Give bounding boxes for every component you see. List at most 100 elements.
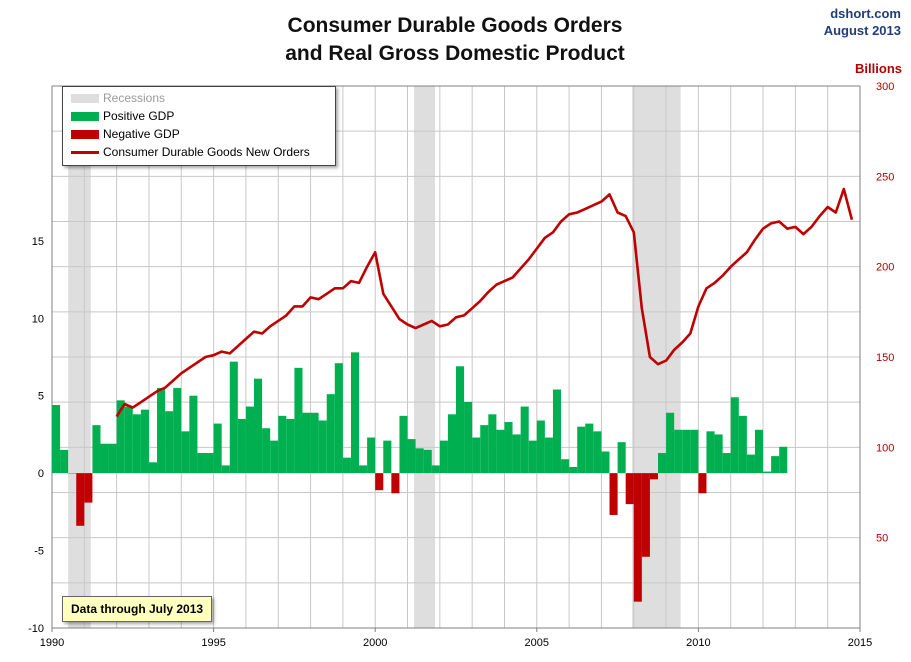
gdp-bar-positive [407, 439, 416, 474]
gdp-bar-positive [488, 414, 497, 474]
plot-border [51, 85, 861, 629]
x-tick-label: 2000 [363, 637, 387, 649]
legend-label-orders: Consumer Durable Goods New Orders [103, 145, 310, 159]
gdp-bar-positive [399, 415, 408, 474]
gdp-bar-positive [714, 434, 723, 474]
gdp-bar-positive [706, 431, 715, 474]
right-tick-label: 200 [876, 262, 894, 274]
legend-item-negative-gdp: Negative GDP [71, 126, 180, 142]
gdp-bar-positive [690, 429, 699, 474]
gdp-bar-positive [528, 440, 537, 474]
right-axis-units: Billions [855, 61, 902, 76]
gdp-bar-positive [52, 405, 61, 474]
gdp-bar-positive [148, 462, 158, 474]
gdp-bar-positive [561, 459, 570, 474]
legend-item-orders: Consumer Durable Goods New Orders [71, 144, 310, 160]
legend-label-positive-gdp: Positive GDP [103, 109, 175, 123]
legend-item-positive-gdp: Positive GDP [71, 108, 174, 124]
gdp-bar-positive [278, 415, 287, 474]
x-tick-label: 1995 [201, 637, 225, 649]
gdp-bar-positive [423, 449, 432, 474]
gdp-bar-positive [674, 429, 683, 474]
gdp-bar-positive [342, 457, 351, 474]
gdp-bar-positive [213, 423, 222, 474]
gdp-bar-positive [431, 465, 440, 474]
chart-title-line2: and Real Gross Domestic Product [285, 42, 625, 65]
gdp-bar-positive [108, 443, 117, 474]
date-label: August 2013 [823, 23, 901, 38]
negative-gdp-swatch [71, 129, 99, 139]
gdp-bar-positive [165, 411, 174, 474]
gdp-bar-negative [391, 473, 400, 494]
legend-label-recessions: Recessions [103, 91, 166, 105]
gdp-bar-positive [350, 352, 360, 474]
gdp-bar-positive [294, 367, 303, 474]
gdp-bar-positive [617, 442, 626, 474]
x-tick-label: 2010 [686, 637, 710, 649]
gdp-bar-positive [439, 440, 448, 474]
chart-title-line1: Consumer Durable Goods Orders [287, 14, 623, 37]
right-tick-label: 100 [876, 442, 894, 454]
gdp-bar-positive [771, 456, 780, 474]
gdp-bar-positive [116, 400, 125, 474]
orders-line [115, 187, 854, 418]
legend-item-recessions: Recessions [71, 90, 165, 106]
gdp-bar-positive [593, 431, 602, 474]
gdp-bar-negative [633, 473, 642, 602]
data-through-note: Data through July 2013 [62, 596, 213, 622]
right-tick-label: 300 [876, 81, 894, 93]
left-tick-label: -5 [34, 546, 44, 558]
gdp-bar-positive [682, 429, 691, 474]
gdp-bar-negative [609, 473, 618, 515]
gdp-bar-positive [536, 420, 545, 474]
gdp-bar-negative [625, 473, 634, 505]
gdp-bar-positive [383, 440, 392, 474]
left-tick-label: 0 [38, 468, 44, 480]
gdp-bar-positive [415, 448, 424, 474]
right-tick-label: 250 [876, 171, 894, 183]
gdp-bar-positive [658, 453, 667, 474]
gdp-bar-positive [359, 465, 368, 474]
gdp-bar-positive [585, 423, 594, 474]
gdp-bar-positive [480, 425, 489, 474]
gdp-bar-positive [666, 412, 675, 474]
gdp-bar-positive [100, 443, 109, 474]
gdp-bar-positive [334, 363, 343, 474]
gdp-bar-positive [730, 397, 739, 474]
gdp-bar-positive [520, 406, 529, 474]
left-tick-label: 5 [38, 391, 44, 403]
right-tick-label: 50 [876, 533, 888, 545]
left-tick-label: 15 [32, 236, 44, 248]
gdp-bar-positive [577, 426, 586, 474]
gdp-bar-positive [746, 454, 755, 474]
legend-label-negative-gdp: Negative GDP [103, 127, 180, 141]
gdp-bar-negative [76, 473, 85, 526]
gdp-bar-positive [124, 406, 133, 474]
gdp-bar-positive [197, 453, 206, 474]
gdp-bar-negative [698, 473, 707, 494]
gdp-bar-positive [456, 366, 465, 474]
gdp-bar-positive [245, 406, 254, 474]
gdp-bar-positive [173, 387, 182, 474]
gdp-bar-positive [464, 401, 473, 474]
gdp-bar-positive [544, 437, 553, 474]
gdp-bar-positive [229, 361, 238, 474]
gdp-bar-positive [763, 471, 772, 474]
gdp-bar-positive [367, 437, 376, 474]
gdp-bar-positive [189, 395, 198, 474]
gdp-bar-positive [447, 414, 456, 474]
gdp-bar-positive [569, 466, 578, 474]
gdp-bar-positive [181, 431, 190, 474]
gdp-bar-positive [157, 387, 166, 474]
gdp-bar-positive [496, 429, 505, 474]
gdp-bar-positive [552, 389, 562, 474]
left-tick-label: 10 [32, 313, 44, 325]
gdp-bar-positive [140, 409, 149, 474]
gdp-bar-positive [68, 473, 77, 474]
gdp-bar-positive [132, 414, 141, 474]
gdp-bar-positive [286, 418, 295, 474]
recession-swatch [71, 93, 99, 103]
gdp-bar-positive [254, 378, 263, 474]
gdp-bar-positive [779, 446, 788, 474]
